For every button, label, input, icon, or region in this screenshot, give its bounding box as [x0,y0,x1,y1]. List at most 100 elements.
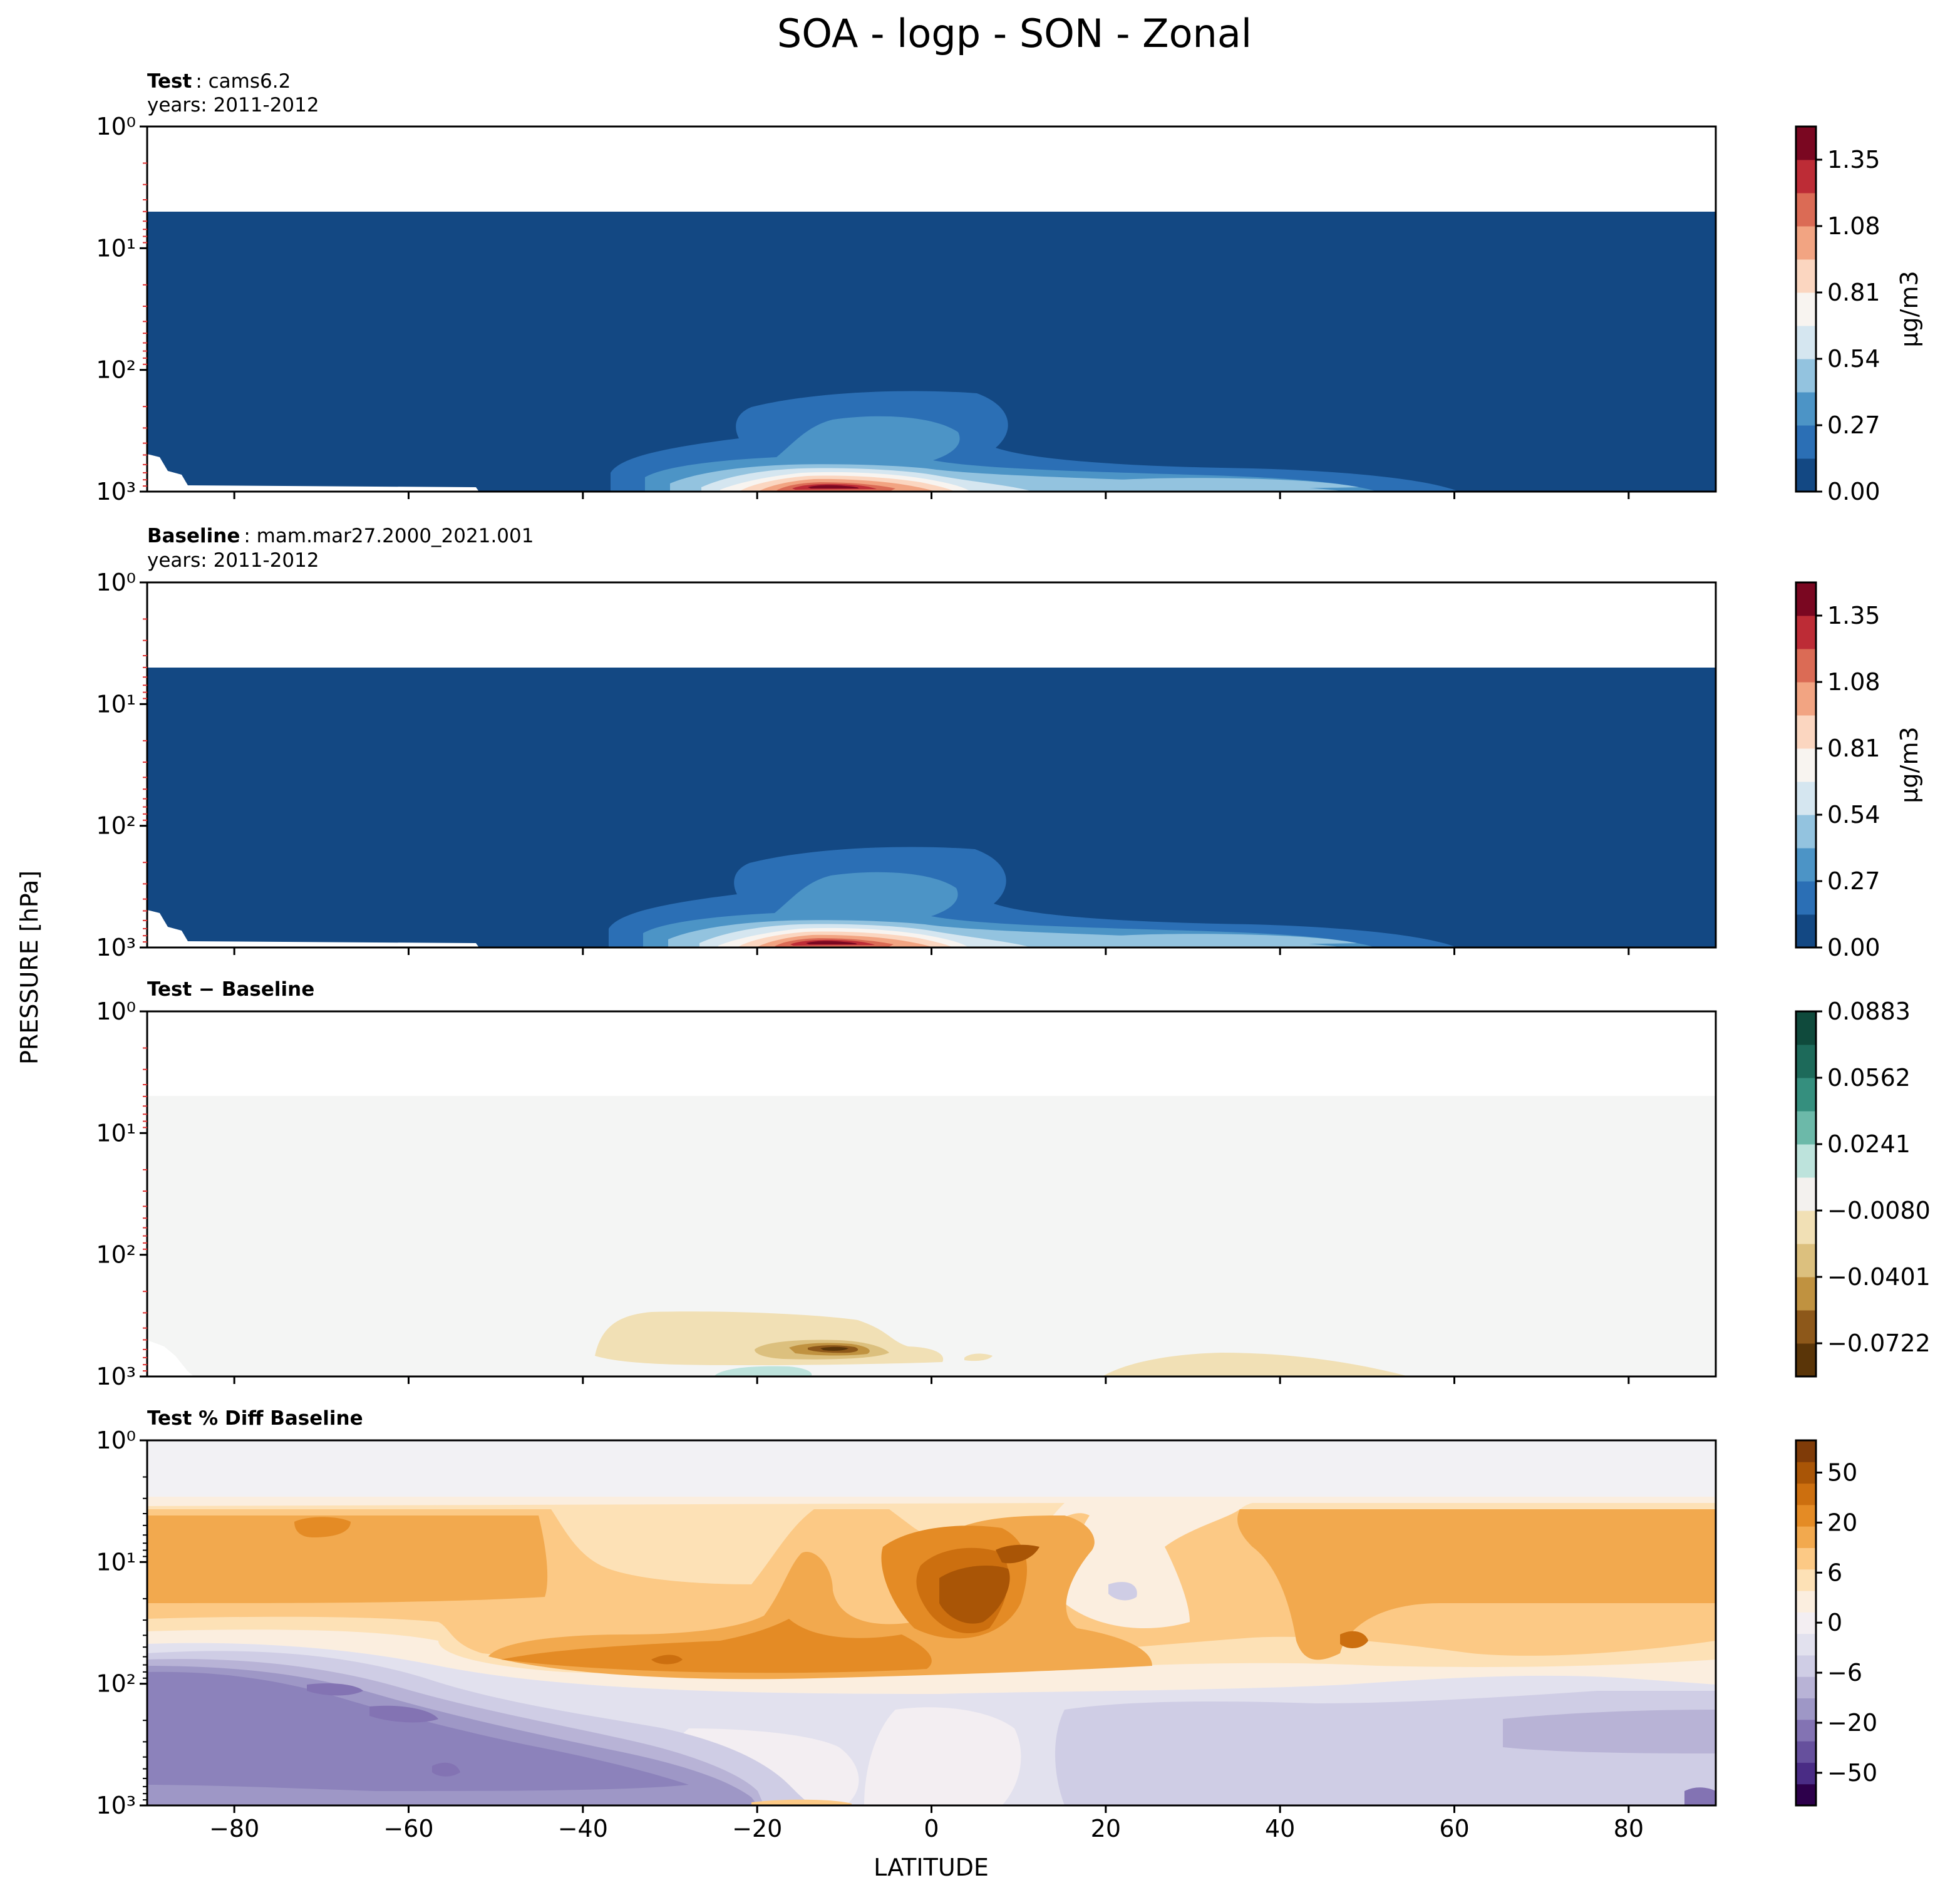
colorbar-tick-label: −0.0080 [1827,1197,1931,1224]
colorbar-tick-label: 0.0241 [1827,1130,1911,1158]
colorbar-level [1796,1784,1816,1806]
colorbar-tick-label: 1.35 [1827,602,1880,629]
colorbar-level [1796,1211,1816,1244]
contour-level-10 [806,941,857,944]
contour-neg-1c [864,1707,1021,1805]
figure-title: SOA - logp - SON - Zonal [777,11,1252,56]
colorbar-level [1796,126,1816,160]
x-tick-label: −20 [732,1815,782,1842]
colorbar-tick-label: 1.35 [1827,146,1880,173]
colorbar-level [1796,1676,1816,1699]
colorbar-tick-label: −6 [1827,1659,1862,1686]
contour-pos-7 [939,1566,1010,1624]
colorbar-level [1796,392,1816,426]
contour-pos-4 [147,1515,548,1603]
y-tick-label: 10¹ [96,234,136,262]
colorbar-tick-label: 1.08 [1827,212,1880,240]
test-title: Test: cams6.2 [147,70,291,93]
colorbar-tick-label: −0.0722 [1827,1329,1931,1357]
y-tick-label: 10¹ [96,690,136,718]
colorbar-level [1796,1111,1816,1145]
contour-pos-5 [294,1517,351,1537]
contour-neg-3b [1503,1710,1716,1753]
colorbar-level [1796,160,1816,194]
contour-neg-6d [1684,1787,1716,1805]
x-tick-label: 0 [924,1815,939,1842]
y-tick-label: 10³ [96,934,136,961]
colorbar-level [1796,1698,1816,1720]
baseline-panel [147,582,1716,947]
colorbar-level [1796,748,1816,782]
colorbar-tick-label: 20 [1827,1509,1857,1536]
x-axis-label: LATITUDE [874,1854,989,1881]
y-tick-label: 10³ [96,1792,136,1819]
colorbar-label: μg/m3 [1896,271,1923,347]
contour-pos-5c [501,1619,932,1673]
colorbar-tick-label: 0.00 [1827,934,1880,961]
y-tick-label: 10¹ [96,1119,136,1147]
colorbar-level [1796,914,1816,948]
contour-level-10 [808,485,859,488]
percent-diff-title: Test % Diff Baseline [147,1407,363,1430]
contour-neg-1c [1102,1353,1409,1376]
colorbar-level [1796,1762,1816,1785]
contour-neg-5 [147,1671,689,1791]
y-tick-label: 10² [96,1670,136,1698]
colorbar-level [1796,582,1816,616]
colorbar-frame [1795,1010,1817,1378]
colorbar-level [1796,1244,1816,1278]
contour-neg-6b [369,1705,438,1723]
baseline-subtitle: years: 2011-2012 [147,549,319,572]
colorbar-level [1796,1633,1816,1656]
contour-pos-6c [1340,1631,1368,1648]
contour-neg-1b [964,1353,993,1361]
y-tick-label: 10⁰ [96,998,136,1025]
contour-level-low [1077,478,1359,488]
x-tick-label: 20 [1091,1815,1121,1842]
colorbar-frame [1795,581,1817,949]
x-tick-label: 80 [1614,1815,1644,1842]
colorbar-level [1796,1569,1816,1591]
colorbar-level [1796,848,1816,882]
colorbar-tick-label: −50 [1827,1759,1877,1787]
colorbar-level [1796,1078,1816,1112]
colorbar-level [1796,782,1816,815]
colorbar-level [1796,259,1816,293]
contour-pos-4c [1237,1509,1716,1660]
y-tick-label: 10² [96,812,136,840]
y-tick-label: 10³ [96,478,136,505]
y-tick-label: 10⁰ [96,113,136,140]
colorbar-level [1796,193,1816,227]
contour-neg-6c [432,1762,460,1777]
colorbar-tick-label: −0.0401 [1827,1263,1931,1291]
field-fill [147,1096,1716,1376]
colorbar-level [1796,1504,1816,1527]
test-panel [147,126,1716,492]
y-tick-label: 10³ [96,1363,136,1390]
colorbar-level [1796,292,1816,326]
x-tick-label: 40 [1265,1815,1295,1842]
colorbar-tick-label: 0.00 [1827,478,1880,505]
contour-pos-6b [651,1655,683,1665]
colorbar-level [1796,226,1816,260]
colorbar-level [1796,1462,1816,1484]
x-tick-label: 60 [1439,1815,1469,1842]
colorbar-tick-label: 0.54 [1827,345,1880,373]
colorbar-tick-label: 50 [1827,1459,1857,1486]
colorbar-level [1796,1547,1816,1570]
contour-neg-6 [307,1683,363,1696]
colorbar-label: μg/m3 [1896,726,1923,803]
colorbar-level [1796,649,1816,683]
colorbar-tick-label: 0.27 [1827,867,1880,895]
colorbar-level [1796,326,1816,359]
baseline-title: Baseline: mam.mar27.2000_2021.001 [147,525,534,547]
colorbar-level [1796,359,1816,393]
colorbar-level [1796,1045,1816,1078]
x-tick-label: −80 [209,1815,259,1842]
contour-neg-5 [820,1346,848,1351]
colorbar-tick-label: 1.08 [1827,668,1880,696]
x-tick-label: −60 [383,1815,433,1842]
colorbar-tick-label: 0.0562 [1827,1064,1911,1092]
difference-panel [147,1011,1716,1376]
y-axis-label: PRESSURE [hPa] [16,870,43,1065]
